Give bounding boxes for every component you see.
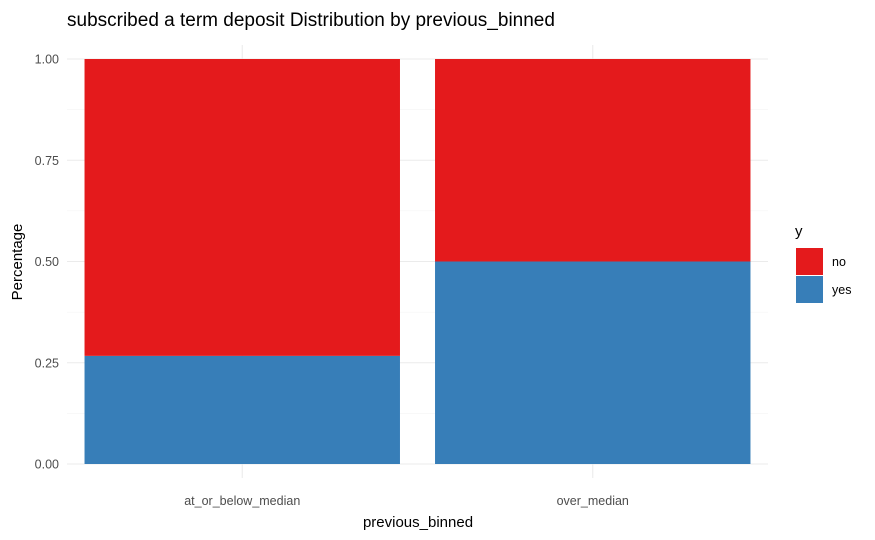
bar-no-at_or_below_median [84, 59, 400, 356]
bar-yes-at_or_below_median [84, 355, 400, 464]
legend-key-yes [796, 276, 823, 303]
bar-yes-over_median [435, 261, 751, 464]
legend-title: y [795, 223, 803, 240]
x-axis-ticks: at_or_below_median over_median [184, 494, 629, 508]
x-tick-label: over_median [557, 494, 629, 508]
legend-label-no: no [832, 255, 846, 269]
legend: y no yes [795, 223, 851, 303]
chart-title: subscribed a term deposit Distribution b… [67, 10, 555, 31]
y-tick-label: 0.75 [35, 154, 59, 168]
y-tick-label: 1.00 [35, 53, 59, 67]
legend-label-yes: yes [832, 283, 851, 297]
bars [84, 59, 751, 464]
x-axis-label: previous_binned [363, 514, 473, 531]
y-axis-ticks: 0.00 0.25 0.50 0.75 1.00 [35, 53, 59, 472]
y-tick-label: 0.50 [35, 255, 59, 269]
y-tick-label: 0.00 [35, 458, 59, 472]
y-tick-label: 0.25 [35, 356, 59, 370]
y-axis-label: Percentage [9, 224, 26, 301]
bar-no-over_median [435, 59, 751, 262]
legend-key-no [796, 248, 823, 275]
x-tick-label: at_or_below_median [184, 494, 300, 508]
